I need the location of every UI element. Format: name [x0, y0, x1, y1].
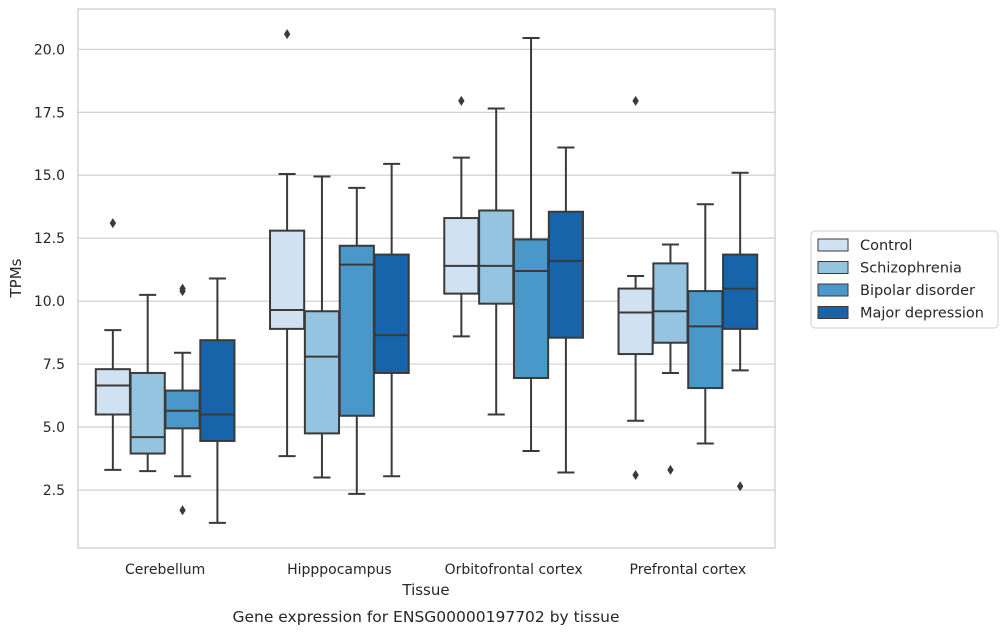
- box-body: [199, 339, 236, 442]
- box-schizophrenia: [129, 293, 166, 473]
- box-control: [617, 95, 654, 480]
- box-body: [687, 290, 724, 390]
- box-control: [94, 218, 131, 471]
- outlier-marker: [632, 95, 639, 106]
- y-tick-label: 17.5: [34, 105, 65, 121]
- legend-swatch: [817, 238, 849, 252]
- box-body: [478, 209, 515, 305]
- outlier-marker: [667, 464, 674, 475]
- outlier-marker: [458, 95, 465, 106]
- legend-frame: [810, 230, 999, 329]
- x-tick-label: Cerebellum: [125, 562, 205, 578]
- x-tick-labels: Cerebellum Hipppocampus Orbitofrontal cort…: [125, 562, 746, 578]
- y-tick-label: 2.5: [43, 483, 65, 499]
- box-body: [269, 229, 306, 330]
- y-tick-label: 7.5: [43, 357, 65, 373]
- legend-items: Control Schizophrenia Bipolar disorder Majo…: [817, 238, 984, 322]
- box-major-depression: [199, 277, 236, 524]
- box-bipolar-disorder: [687, 203, 724, 445]
- outlier-marker: [179, 286, 186, 297]
- legend-label: Control: [860, 238, 912, 254]
- box-body: [512, 238, 550, 379]
- y-tick-label: 10.0: [34, 294, 65, 310]
- outlier-marker: [179, 505, 186, 516]
- box-body: [443, 217, 480, 295]
- legend-swatch: [817, 306, 849, 319]
- box-body: [338, 244, 375, 417]
- box-body: [373, 253, 410, 374]
- legend-swatch: [817, 283, 849, 297]
- outlier-marker: [736, 481, 744, 492]
- box-bipolar-disorder: [338, 186, 375, 495]
- legend-swatch: [817, 261, 849, 274]
- chart-caption: Gene expression for ENSG00000197702 by t…: [232, 608, 619, 626]
- box-body: [722, 253, 759, 330]
- x-tick-label: Hipppocampus: [287, 562, 392, 578]
- legend: Control Schizophrenia Bipolar disorder Majo…: [810, 230, 999, 329]
- y-tick-labels: 2.5 5.0 7.5 10.0 12.5 15.0 17.5 20.0: [34, 42, 65, 499]
- box-body: [164, 389, 201, 430]
- box-body: [547, 210, 584, 339]
- box-control: [443, 95, 480, 338]
- box-body: [129, 371, 166, 455]
- outlier-marker: [283, 29, 291, 40]
- plot-area-frame: [77, 8, 776, 549]
- boxes: [94, 29, 759, 524]
- x-axis-label: Tissue: [401, 581, 449, 599]
- legend-label: Schizophrenia: [860, 261, 962, 277]
- y-tick-label: 15.0: [34, 168, 65, 184]
- box-schizophrenia: [478, 107, 515, 416]
- box-major-depression: [373, 162, 410, 478]
- box-schizophrenia: [303, 175, 341, 479]
- box-bipolar-disorder: [164, 283, 201, 516]
- outlier-marker: [109, 218, 117, 229]
- box-schizophrenia: [652, 243, 689, 475]
- box-body: [94, 368, 131, 416]
- box-major-depression: [547, 146, 584, 474]
- y-tick-label: 20.0: [34, 42, 65, 58]
- y-tick-label: 5.0: [43, 420, 65, 436]
- outlier-marker: [632, 469, 639, 480]
- x-tick-label: Prefrontal cortex: [630, 562, 747, 578]
- legend-label: Bipolar disorder: [860, 283, 975, 299]
- y-tick-label: 12.5: [34, 231, 65, 247]
- box-control: [269, 29, 306, 458]
- y-axis-label: TPMs: [7, 258, 25, 298]
- box-body: [652, 262, 689, 344]
- box-major-depression: [722, 171, 759, 492]
- box-body: [303, 310, 341, 435]
- box-body: [617, 287, 654, 356]
- legend-label: Major depression: [860, 306, 984, 322]
- x-tick-label: Orbitofrontal cortex: [445, 562, 583, 578]
